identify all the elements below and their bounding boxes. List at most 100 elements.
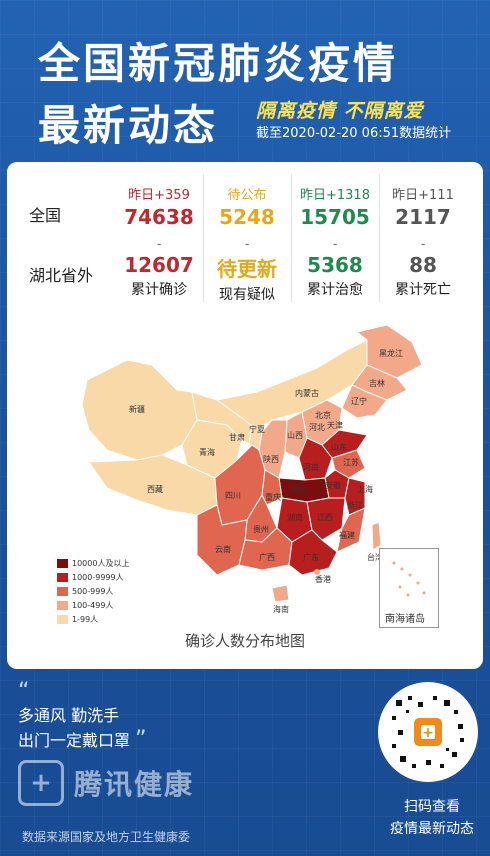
label-qinghai: 青海: [199, 447, 215, 457]
legend-item: 1000-9999人: [57, 570, 129, 584]
label-liaoning: 辽宁: [351, 396, 367, 406]
inset-islands: [392, 561, 426, 597]
label-taiwan: 台湾: [367, 552, 383, 562]
region-heilongjiang: [355, 324, 423, 379]
divider: [203, 174, 204, 302]
stat-recovered-delta: 昨日+1318: [300, 188, 370, 203]
stat-deaths-label: 累计死亡: [395, 282, 451, 298]
stat-confirmed-national: 74638: [124, 205, 194, 229]
label-shanxi: 山西: [287, 430, 303, 440]
region-inner-mongolia: [215, 339, 368, 431]
legend-item: 10000人及以上: [57, 556, 129, 570]
stat-suspected-outside: 待更新: [217, 257, 277, 281]
legend-swatch: [57, 572, 68, 582]
brand-logo: + 腾讯健康: [18, 760, 194, 806]
stat-recovered-national: 15705: [300, 205, 370, 229]
label-guizhou: 贵州: [253, 524, 269, 534]
stat-confirmed-delta: 昨日+359: [128, 188, 190, 203]
label-guangxi: 广西: [259, 552, 275, 562]
close-quote: ”: [135, 727, 147, 752]
stat-suspected: 待公布 5248 - 待更新 现有疑似: [203, 184, 291, 304]
legend-label: 1-99人: [72, 614, 99, 624]
label-jilin: 吉林: [369, 378, 385, 388]
stat-recovered-outside: 5368: [307, 253, 363, 277]
legend-swatch: [57, 600, 68, 610]
legend-label: 100-499人: [72, 600, 114, 610]
label-henan: 河南: [303, 462, 319, 472]
stat-confirmed-outside: 12607: [124, 253, 194, 277]
label-anhui: 安徽: [325, 480, 341, 490]
legend-swatch: [57, 614, 68, 624]
region-fujian: [336, 507, 366, 553]
label-tibet: 西藏: [147, 484, 163, 494]
divider: [379, 174, 380, 302]
as-of-timestamp: 截至2020-02-20 06:51数据统计: [256, 126, 452, 141]
legend-item: 500-999人: [57, 584, 129, 598]
slogan: 隔离疫情 不隔离爱: [256, 100, 424, 122]
legend-swatch: [57, 586, 68, 596]
scan-line-1: 扫码查看: [404, 799, 460, 815]
region-zhejiang: [344, 477, 366, 516]
label-hebei: 河北: [309, 422, 325, 432]
label-zhejiang: 浙江: [347, 500, 363, 510]
qr-code-icon: +: [392, 696, 464, 768]
title-line-2: 最新动态: [38, 101, 219, 150]
label-hainan: 海南: [273, 604, 289, 614]
label-xinjiang: 新疆: [129, 404, 145, 414]
inset-label: 南海诸岛: [385, 614, 425, 625]
label-shanghai: 上海: [357, 484, 373, 494]
stat-deaths-national: 2117: [395, 205, 451, 229]
stat-confirmed: 昨日+359 74638 - 12607 累计确诊: [115, 184, 203, 299]
region-hainan: [271, 584, 290, 603]
health-tips: “ 多通风 勤洗手 出门一定戴口罩 ”: [18, 680, 147, 753]
label-inner-mongolia: 内蒙古: [295, 388, 319, 398]
title-line-1: 全国新冠肺炎疫情: [38, 39, 399, 88]
label-chongqing: 重庆: [265, 492, 281, 502]
stat-recovered-label: 累计治愈: [307, 282, 363, 298]
scan-line-2: 疫情最新动态: [390, 821, 474, 837]
divider: [291, 174, 292, 302]
stat-deaths-outside: 88: [409, 253, 437, 277]
region-guangdong: [288, 529, 338, 576]
china-map: 新疆 西藏 青海 甘肃 内蒙古 黑龙江 吉林 辽宁 北京 天津 河北 山西 陕西…: [81, 324, 423, 614]
south-china-sea-inset: [379, 548, 439, 628]
region-taiwan: [371, 521, 382, 551]
stat-suspected-label: 现有疑似: [219, 287, 275, 303]
label-shaanxi: 陕西: [263, 454, 279, 464]
legend-label: 500-999人: [72, 586, 114, 596]
tip-line-2: 出门一定戴口罩: [18, 731, 131, 750]
row-label-outside-hubei: 湖北省外: [29, 266, 94, 285]
label-yunnan: 云南: [215, 544, 231, 554]
qr-code[interactable]: +: [378, 682, 478, 782]
stat-suspected-dash: -: [244, 237, 250, 251]
label-guangdong: 广东: [303, 552, 319, 562]
label-gansu: 甘肃: [229, 432, 245, 442]
region-chongqing: [261, 469, 283, 506]
stat-deaths-delta: 昨日+111: [392, 188, 454, 203]
stat-deaths-dash: -: [420, 237, 426, 251]
stats-card: 全国 湖北省外 昨日+359 74638 - 12607 累计确诊 待公布 52…: [7, 162, 483, 669]
data-source: 数据来源国家及地方卫生健康委: [22, 830, 191, 844]
stat-recovered: 昨日+1318 15705 - 5368 累计治愈: [291, 184, 379, 299]
label-heilongjiang: 黑龙江: [379, 348, 403, 358]
label-shandong: 山东: [331, 442, 347, 452]
stat-recovered-dash: -: [332, 237, 338, 251]
plus-icon: +: [18, 760, 64, 806]
legend-swatch: [57, 558, 68, 568]
legend-label: 1000-9999人: [72, 572, 124, 582]
map-legend: 10000人及以上 1000-9999人 500-999人 100-499人 1…: [57, 556, 129, 626]
label-beijing: 北京: [315, 410, 331, 420]
stat-confirmed-dash: -: [156, 237, 162, 251]
map-title: 确诊人数分布地图: [184, 632, 305, 650]
stat-suspected-delta: 待公布: [227, 188, 267, 203]
row-label-national: 全国: [29, 206, 62, 225]
stat-confirmed-label: 累计确诊: [131, 282, 187, 298]
label-jiangxi: 江西: [317, 513, 333, 522]
region-jiangsu: [331, 449, 366, 479]
svg-text:+: +: [422, 725, 434, 741]
legend-item: 100-499人: [57, 598, 129, 612]
stat-deaths: 昨日+111 2117 - 88 累计死亡: [379, 184, 467, 299]
legend-label: 10000人及以上: [72, 558, 130, 568]
open-quote: “: [18, 679, 30, 704]
label-sichuan: 四川: [225, 491, 241, 500]
